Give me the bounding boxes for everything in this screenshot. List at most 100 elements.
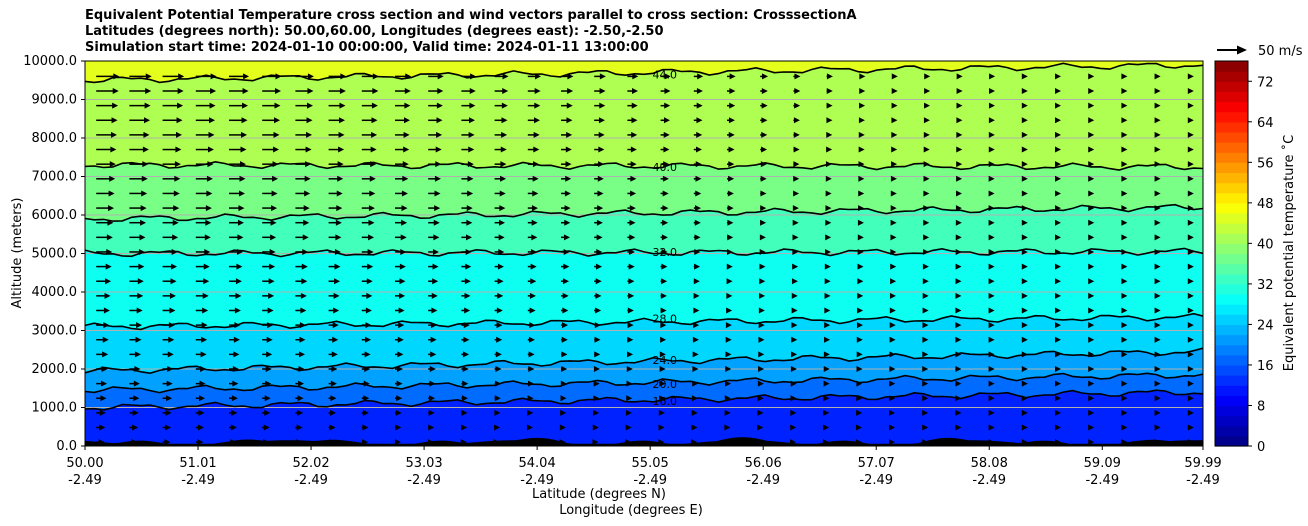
colorbar-segment — [1215, 405, 1248, 417]
x-tick-lon-4: -2.49 — [520, 473, 554, 488]
contour-line-40 — [85, 160, 1203, 171]
wind-vector — [361, 102, 378, 109]
wind-vector — [228, 439, 237, 446]
contour-label-40: 40.0 — [653, 161, 678, 174]
wind-vector — [1154, 424, 1161, 431]
wind-vector — [96, 263, 112, 270]
wind-vector — [328, 336, 339, 343]
wind-vector — [1121, 219, 1128, 226]
wind-vector — [394, 248, 407, 255]
wind-vector — [162, 380, 173, 387]
wind-vector — [295, 102, 313, 109]
wind-vector — [494, 161, 507, 168]
colorbar-segment — [1215, 364, 1248, 376]
colorbar-segment — [1215, 283, 1248, 295]
colorbar-segment — [1215, 202, 1248, 214]
wind-vector — [660, 73, 671, 80]
wind-vector — [262, 307, 274, 314]
wind-vector — [527, 336, 535, 343]
colorbar-segment — [1215, 334, 1248, 346]
wind-vector — [890, 190, 897, 197]
wind-vector — [1187, 248, 1194, 255]
wind-vector — [1055, 205, 1062, 212]
wind-vector — [759, 263, 766, 270]
wind-vector — [757, 395, 764, 402]
wind-vector — [560, 248, 570, 255]
fill-band-44 — [85, 61, 1203, 83]
x-tick-lon-5: -2.49 — [633, 473, 667, 488]
wind-vector — [891, 131, 898, 138]
wind-vector — [162, 409, 172, 416]
wind-vector — [824, 248, 831, 255]
wind-vector — [889, 366, 896, 372]
contour-label-44: 44.0 — [653, 68, 678, 81]
wind-vector — [793, 131, 800, 138]
wind-vector — [1021, 424, 1028, 431]
wind-vector — [923, 190, 930, 197]
wind-vector — [295, 88, 314, 95]
wind-vector — [1121, 351, 1128, 358]
wind-vector — [760, 190, 767, 197]
wind-vector — [691, 424, 698, 431]
wind-vector — [660, 263, 668, 270]
wind-vector — [823, 366, 830, 372]
wind-vector — [826, 117, 833, 124]
wind-vector — [693, 88, 703, 95]
wind-vector — [793, 161, 800, 168]
wind-vector — [1021, 88, 1028, 95]
wind-vector — [857, 263, 864, 270]
wind-vector — [891, 146, 898, 153]
wind-vector — [956, 190, 963, 197]
wind-vector — [262, 205, 278, 212]
wind-vector — [757, 439, 764, 446]
wind-vector — [129, 102, 151, 109]
wind-vector — [594, 73, 606, 80]
wind-vector — [693, 190, 702, 197]
colorbar-segment — [1215, 111, 1248, 123]
wind-vector — [162, 73, 185, 80]
wind-vector — [658, 439, 665, 446]
wind-vector — [1154, 351, 1161, 358]
wind-vector — [726, 263, 733, 270]
wind-vector — [1121, 248, 1128, 255]
wind-vector — [760, 73, 769, 80]
wind-vector — [1021, 307, 1028, 314]
wind-vector — [988, 336, 995, 343]
wind-vector — [162, 351, 174, 358]
wind-vector — [627, 248, 635, 255]
wind-vector — [692, 380, 699, 387]
wind-vector — [96, 439, 105, 446]
colorbar-tick-label-1: 8 — [1257, 399, 1265, 414]
wind-vector — [228, 307, 241, 314]
wind-vector — [428, 366, 436, 372]
wind-vector — [461, 278, 471, 285]
wind-vector — [727, 117, 735, 124]
wind-vector — [760, 161, 767, 168]
wind-vector — [295, 219, 310, 226]
wind-vector — [1055, 73, 1062, 80]
wind-vector — [789, 439, 796, 446]
wind-vector — [1121, 278, 1128, 285]
wind-vector — [1055, 175, 1062, 182]
wind-vector — [923, 131, 930, 138]
wind-vector — [1121, 292, 1128, 299]
wind-vector — [262, 248, 276, 255]
wind-vector — [660, 117, 670, 124]
wind-vector — [494, 117, 508, 124]
wind-vector — [1055, 131, 1062, 138]
wind-vector — [1154, 307, 1161, 314]
wind-vector — [825, 205, 832, 212]
wind-vector — [1021, 175, 1028, 182]
wind-vector — [1088, 146, 1095, 153]
wind-vector — [361, 366, 371, 372]
wind-vector — [361, 439, 369, 446]
wind-vector — [460, 439, 467, 446]
wind-vector — [1088, 175, 1095, 182]
wind-vector — [890, 175, 897, 182]
wind-vector — [956, 146, 963, 153]
wind-vector — [1021, 292, 1028, 299]
wind-vector — [428, 234, 440, 241]
wind-vector — [627, 73, 639, 80]
wind-vector — [1187, 131, 1194, 138]
wind-vector — [988, 278, 995, 285]
